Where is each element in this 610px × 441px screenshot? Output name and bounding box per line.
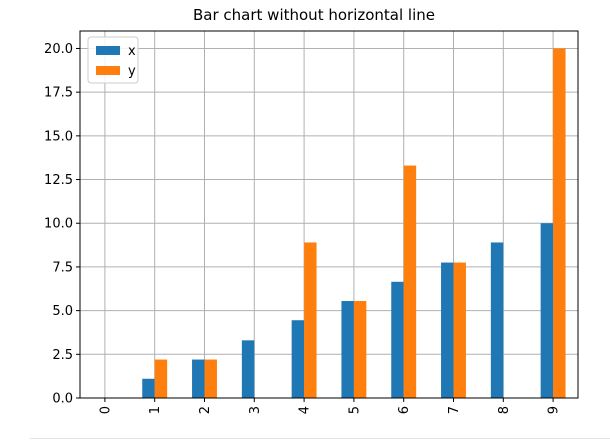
- x-tick-label: 2: [198, 406, 213, 414]
- x-tick-label: 8: [497, 406, 512, 414]
- y-tick-label: 10.0: [44, 217, 73, 232]
- y-tick-label: 2.5: [52, 348, 73, 363]
- x-tick-label: 7: [447, 406, 462, 414]
- bar-x-4: [291, 320, 305, 398]
- y-tick-label: 5.0: [52, 304, 73, 319]
- bar-x-8: [490, 242, 504, 398]
- y-tick-label: 12.5: [44, 173, 73, 188]
- bar-y-6: [403, 165, 417, 398]
- x-tick-label: 3: [248, 406, 263, 414]
- bar-x-1: [142, 378, 155, 398]
- legend: xy: [87, 36, 139, 84]
- x-tick-label: 4: [298, 406, 313, 414]
- y-tick-label: 20.0: [44, 42, 73, 57]
- x-tick-label: 5: [347, 406, 362, 414]
- plot-frame: [79, 30, 579, 399]
- bar-y-4: [304, 242, 317, 398]
- bar-x-9: [540, 223, 554, 398]
- bar-x-7: [441, 262, 454, 398]
- y-tick-label: 15.0: [44, 129, 73, 144]
- legend-swatch-x: [96, 46, 120, 55]
- y-tick-label: 0.0: [52, 392, 73, 407]
- bar-y-1: [154, 359, 168, 398]
- y-axis: 0.0 2.5 5.0 7.5 10.0 12.5 15.0 17.5 20.0: [44, 42, 80, 407]
- bar-x-5: [341, 301, 354, 398]
- bar-y-7: [453, 262, 466, 398]
- bar-y-9: [553, 48, 566, 398]
- bar-y-5: [353, 301, 367, 398]
- legend-label-y: y: [128, 64, 136, 79]
- y-tick-label: 7.5: [52, 260, 73, 275]
- x-tick-label: 9: [547, 406, 562, 414]
- bar-x-6: [391, 281, 404, 398]
- bottom-divider: [30, 438, 610, 439]
- legend-swatch-y: [96, 66, 120, 75]
- x-tick-label: 6: [397, 406, 412, 414]
- x-tick-label: 0: [98, 406, 113, 414]
- chart-title: Bar chart without horizontal line: [193, 6, 435, 24]
- bars: [142, 48, 566, 398]
- y-tick-label: 17.5: [44, 86, 73, 101]
- legend-label-x: x: [128, 44, 136, 59]
- bar-x-2: [192, 359, 205, 398]
- bar-y-2: [204, 359, 217, 398]
- x-tick-label: 1: [148, 406, 163, 414]
- bar-x-3: [241, 340, 255, 398]
- x-axis: 0 1 2 3 4 5 6 7 8 9: [98, 398, 562, 414]
